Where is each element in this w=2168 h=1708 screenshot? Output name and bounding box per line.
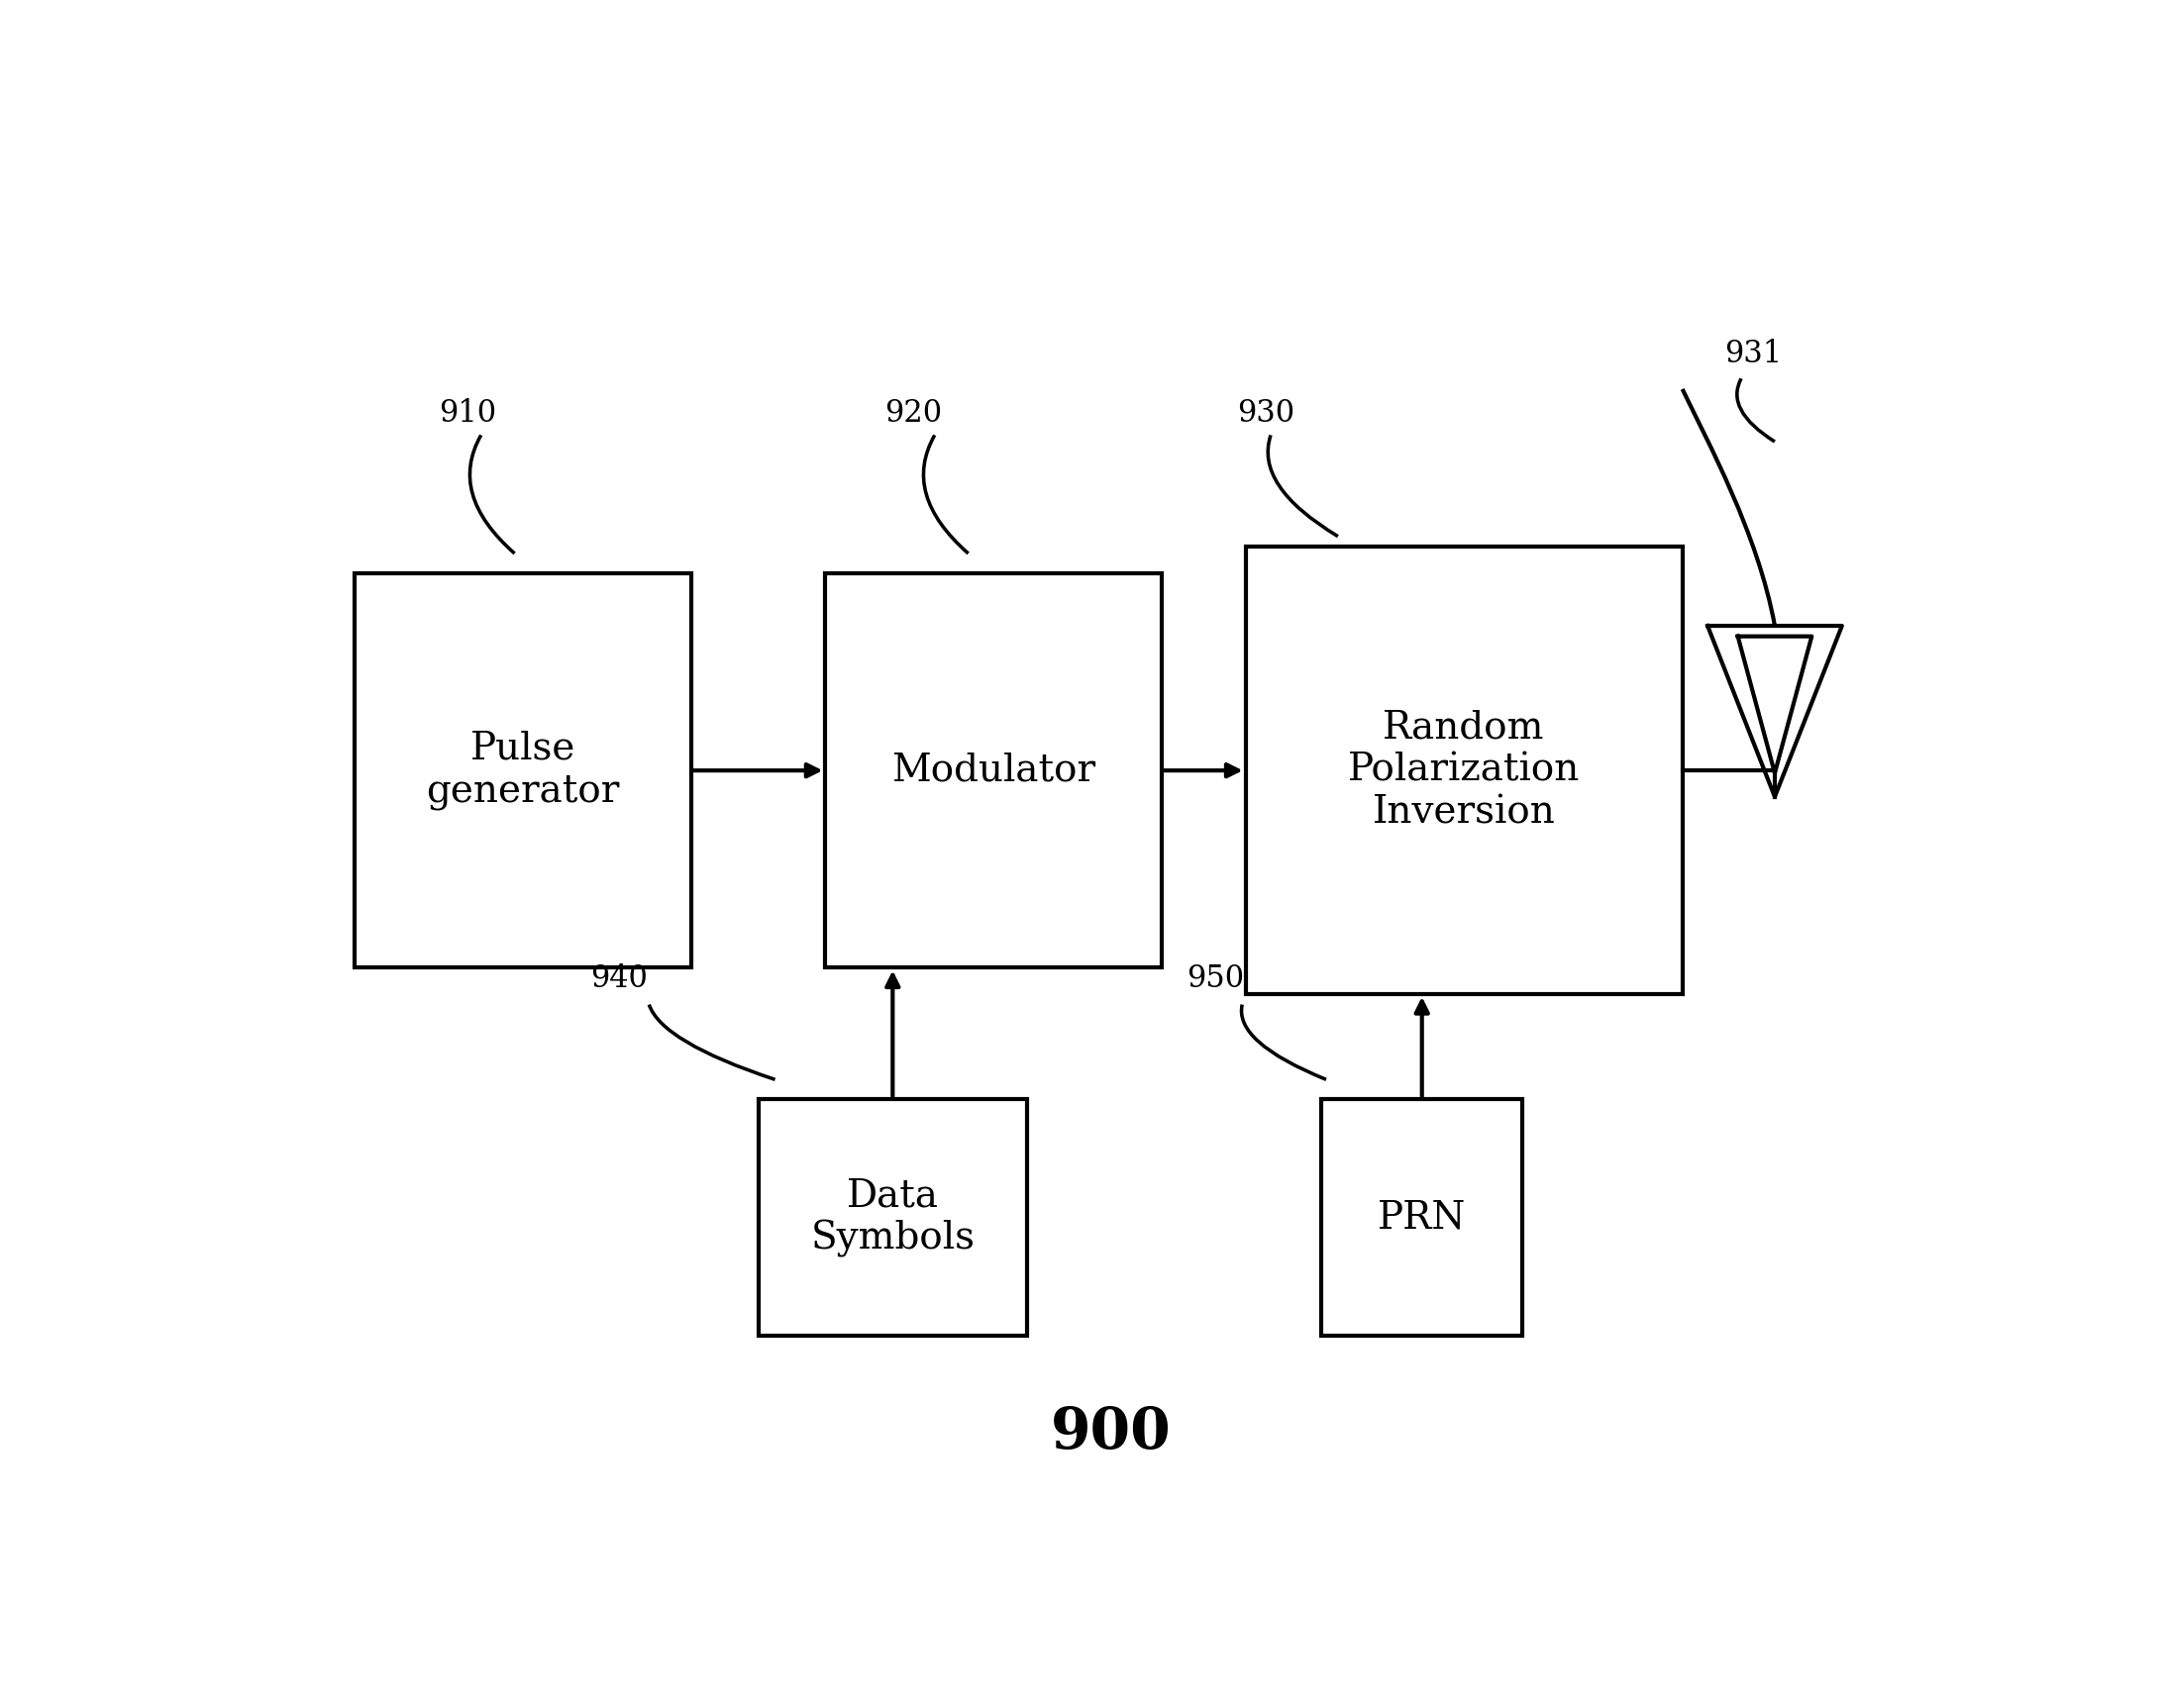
Text: 900: 900 bbox=[1051, 1406, 1171, 1460]
Text: 931: 931 bbox=[1724, 338, 1782, 369]
Bar bbox=[1320, 1100, 1522, 1336]
Text: Random
Polarization
Inversion: Random Polarization Inversion bbox=[1348, 711, 1580, 832]
Text: 950: 950 bbox=[1186, 963, 1244, 994]
Bar bbox=[759, 1100, 1028, 1336]
Text: 940: 940 bbox=[590, 963, 648, 994]
Text: 920: 920 bbox=[885, 398, 941, 429]
Text: Data
Symbols: Data Symbols bbox=[811, 1177, 976, 1257]
Text: PRN: PRN bbox=[1377, 1199, 1466, 1237]
Text: 930: 930 bbox=[1238, 398, 1294, 429]
Text: Modulator: Modulator bbox=[891, 752, 1095, 789]
Text: 910: 910 bbox=[438, 398, 496, 429]
Bar bbox=[1244, 547, 1682, 994]
Bar bbox=[356, 574, 692, 968]
Bar bbox=[826, 574, 1162, 968]
Text: Pulse
generator: Pulse generator bbox=[427, 731, 620, 810]
